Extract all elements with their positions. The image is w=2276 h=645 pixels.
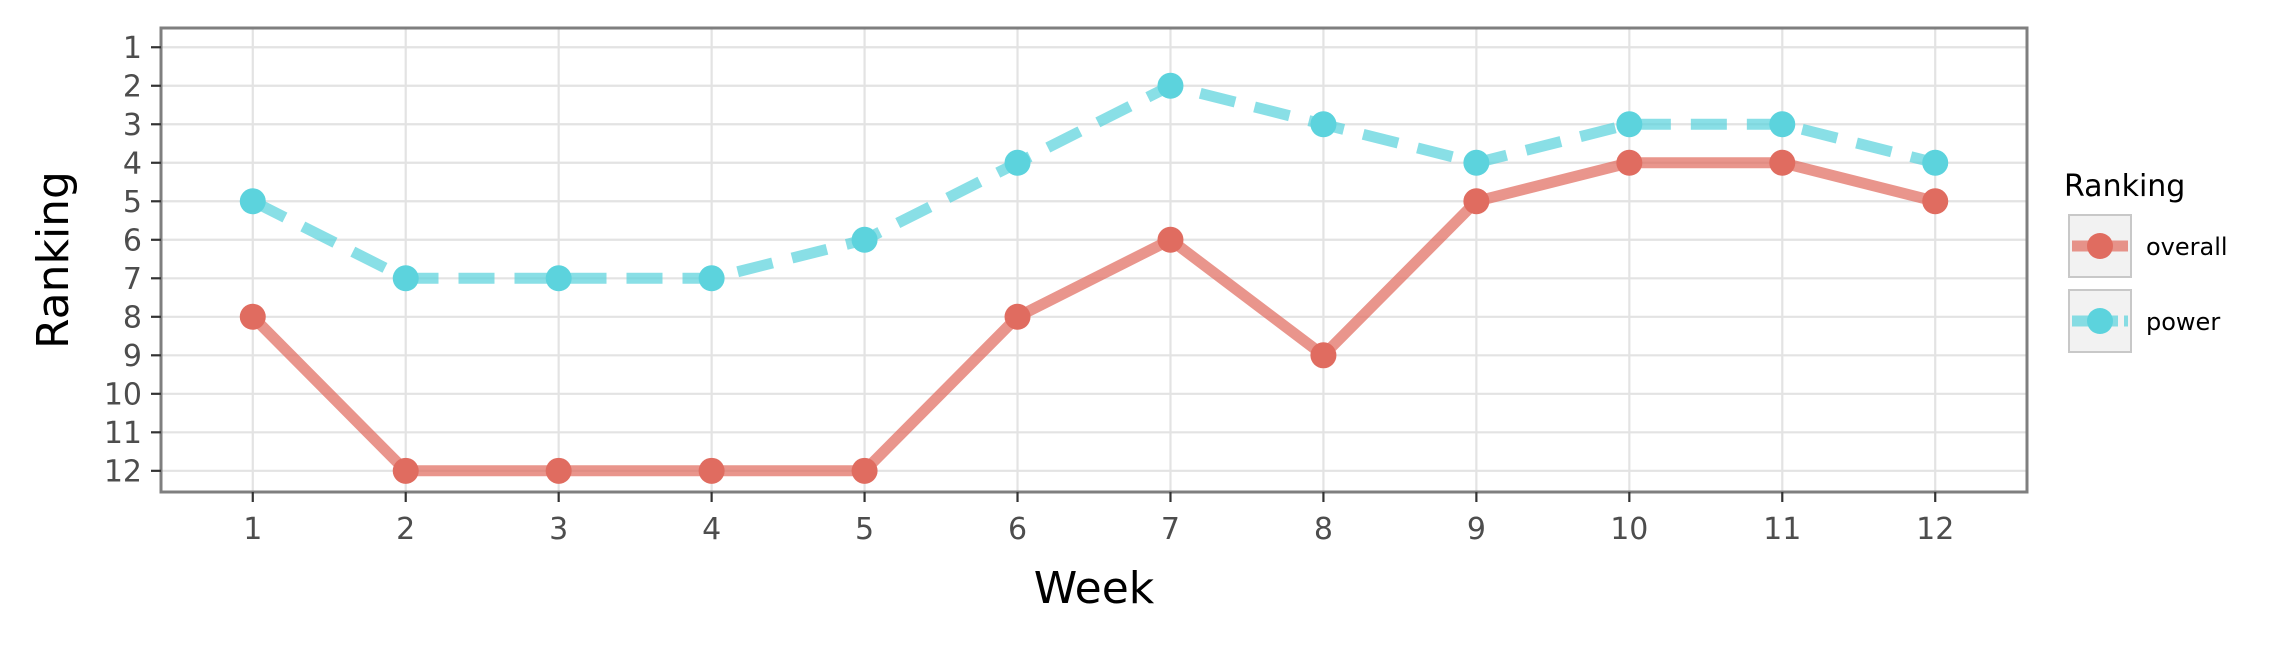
y-tick-label: 10	[104, 377, 142, 412]
data-point-power	[1463, 149, 1490, 176]
x-tick-label: 7	[1161, 512, 1180, 547]
x-tick-label: 8	[1314, 512, 1333, 547]
data-point-power	[239, 188, 266, 215]
data-point-overall	[545, 457, 572, 484]
x-tick-label: 10	[1610, 512, 1648, 547]
data-point-overall	[1922, 188, 1949, 215]
x-tick-label: 4	[702, 512, 721, 547]
x-axis-title: Week	[1034, 563, 1155, 614]
data-point-power	[545, 265, 572, 292]
data-point-overall	[1463, 188, 1490, 215]
data-point-overall	[1310, 342, 1337, 369]
data-point-power	[1616, 111, 1643, 138]
y-tick-label: 1	[123, 31, 142, 66]
data-point-power	[392, 265, 419, 292]
y-tick-label: 2	[123, 69, 142, 104]
legend-marker-overall	[2087, 233, 2113, 259]
data-point-power	[1004, 149, 1031, 176]
x-tick-label: 1	[243, 512, 262, 547]
data-point-power	[851, 226, 878, 253]
data-point-power	[698, 265, 725, 292]
y-tick-label: 4	[123, 146, 142, 181]
y-axis-title: Ranking	[28, 171, 79, 349]
data-point-overall	[698, 457, 725, 484]
data-point-power	[1157, 72, 1184, 99]
data-point-overall	[1004, 303, 1031, 330]
series-line-overall	[248, 157, 1937, 477]
legend: Ranking overall power	[2064, 169, 2228, 353]
data-point-power	[1310, 111, 1337, 138]
y-tick-label: 7	[123, 262, 142, 297]
legend-marker-power	[2087, 308, 2113, 334]
legend-title: Ranking	[2064, 169, 2185, 204]
x-tick-label: 12	[1916, 512, 1954, 547]
series-layer	[239, 72, 1949, 484]
data-point-overall	[1616, 149, 1643, 176]
series-line-power	[250, 80, 1937, 284]
y-tick-label: 12	[104, 454, 142, 489]
x-tick-label: 9	[1467, 512, 1486, 547]
x-tick-label: 11	[1763, 512, 1801, 547]
data-point-overall	[851, 457, 878, 484]
data-point-overall	[392, 457, 419, 484]
x-tick-label: 2	[396, 512, 415, 547]
data-point-power	[1769, 111, 1796, 138]
y-tick-label: 5	[123, 185, 142, 220]
y-tick-label: 8	[123, 300, 142, 335]
y-tick-label: 11	[104, 416, 142, 451]
y-tick-label: 9	[123, 339, 142, 374]
data-point-power	[1922, 149, 1949, 176]
x-tick-label: 6	[1008, 512, 1027, 547]
data-point-overall	[1157, 226, 1184, 253]
y-tick-label: 6	[123, 223, 142, 258]
legend-label-overall: overall	[2146, 233, 2228, 261]
x-tick-label: 5	[855, 512, 874, 547]
data-point-overall	[1769, 149, 1796, 176]
legend-label-power: power	[2146, 308, 2220, 336]
y-tick-label: 3	[123, 108, 142, 143]
data-point-overall	[239, 303, 266, 330]
legend-items: overall power	[2068, 214, 2228, 353]
plot-panel-border	[159, 26, 2029, 494]
x-tick-label: 3	[549, 512, 568, 547]
